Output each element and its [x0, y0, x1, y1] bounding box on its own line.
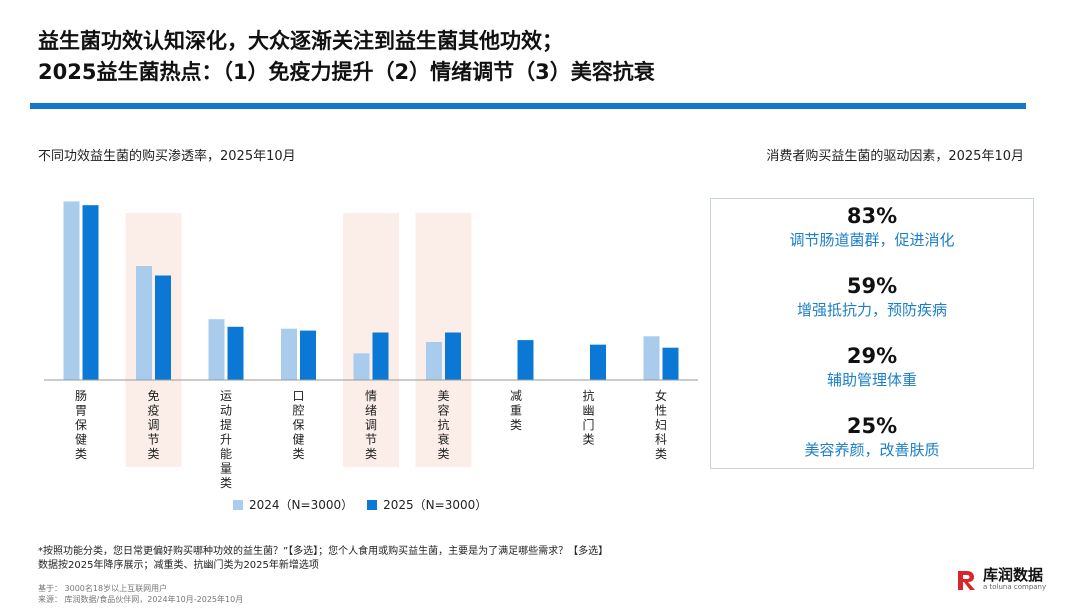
footnote-source: 来源： 库润数据/食品伙伴网，2024年10月-2025年10月 [38, 595, 244, 604]
drivers-panel: 83% 调节肠道菌群，促进消化 59% 增强抵抗力，预防疾病 29% 辅助管理体… [710, 198, 1034, 469]
company-logo: 库润数据 a toluna company [955, 567, 1046, 592]
driver-label: 辅助管理体重 [826, 371, 917, 389]
driver-percent: 25% [846, 414, 898, 438]
bar-2025 [662, 347, 679, 380]
driver-label: 美容养颜，改善肤质 [804, 441, 940, 459]
driver-label: 增强抵抗力，预防疾病 [796, 301, 947, 319]
bar-2024 [643, 336, 660, 380]
x-tick-label: 情绪调节类 [365, 389, 377, 461]
legend-item-2025: 2025（N=3000） [367, 496, 487, 513]
x-tick-label: 运动提升能量类 [220, 389, 232, 490]
highlight-band [125, 213, 182, 467]
title-line-1: 益生菌功效认知深化，大众逐渐关注到益生菌其他功效； [38, 29, 563, 53]
chart-legend: 2024（N=3000） 2025（N=3000） [233, 496, 501, 513]
bar-2025 [227, 326, 244, 380]
bar-2024 [136, 266, 152, 380]
legend-label-2024: 2024（N=3000） [249, 498, 354, 512]
bar-2025 [517, 340, 534, 380]
bar-2025 [155, 275, 171, 380]
chart-subtitle: 不同功效益生菌的购买渗透率，2025年10月 [38, 149, 296, 164]
legend-swatch-2025 [367, 499, 378, 510]
bar-2025 [445, 332, 461, 380]
footnote-sorting: 数据按2025年降序展示；减重类、抗幽门类为2025年新增选项 [38, 560, 319, 571]
driver-item: 25% 美容养颜，改善肤质 [711, 414, 1033, 460]
driver-item: 29% 辅助管理体重 [711, 344, 1033, 390]
bar-2025 [590, 344, 606, 380]
driver-item: 83% 调节肠道菌群，促进消化 [711, 204, 1033, 250]
footnote-base: 基于： 3000名18岁以上互联网用户 [38, 584, 168, 593]
highlight-band [415, 213, 472, 467]
title-line-2: 2025益生菌热点：（1）免疫力提升（2）情绪调节（3）美容抗衰 [38, 60, 655, 84]
driver-label: 调节肠道菌群，促进消化 [789, 231, 955, 249]
title-divider [30, 103, 1026, 109]
bar-2024 [208, 319, 225, 380]
legend-swatch-2024 [233, 499, 243, 510]
x-tick-label: 抗幽门类 [582, 388, 594, 447]
legend-label-2025: 2025（N=3000） [383, 498, 488, 512]
bar-2024 [426, 342, 442, 380]
driver-percent: 29% [846, 344, 898, 368]
bar-2024 [353, 353, 370, 380]
x-tick-label: 女性妇科类 [655, 388, 667, 461]
driver-item: 59% 增强抵抗力，预防疾病 [711, 274, 1033, 320]
legend-item-2024: 2024（N=3000） [233, 496, 353, 513]
x-tick-label: 口腔保健类 [292, 389, 304, 461]
page-title: 益生菌功效认知深化，大众逐渐关注到益生菌其他功效； 2025益生菌热点：（1）免… [38, 26, 655, 88]
logo-brand: 库润数据 [983, 566, 1044, 584]
penetration-bar-chart: 肠胃保健类 免疫调节类 运动提升能量类 口腔保健类 情绪调节类 美容抗衰类 减重类 抗幽门类 女… [44, 201, 698, 490]
driver-percent: 59% [846, 274, 898, 298]
x-tick-label: 美容抗衰类 [437, 389, 449, 461]
bar-2025 [300, 330, 316, 380]
highlight-band [343, 213, 399, 467]
driver-percent: 83% [846, 204, 898, 228]
x-tick-label: 肠胃保健类 [75, 389, 87, 461]
bar-2024 [63, 201, 80, 380]
logo-mark-icon [958, 570, 975, 590]
bar-2024 [281, 328, 297, 380]
bar-2025 [82, 205, 99, 380]
bar-2025 [372, 332, 389, 380]
logo-tagline: a toluna company [983, 583, 1047, 591]
x-tick-label: 免疫调节类 [147, 388, 159, 461]
drivers-subtitle: 消费者购买益生菌的驱动因素，2025年10月 [766, 149, 1024, 164]
footnote-question: *按照功能分类，您日常更偏好购买哪种功效的益生菌？”【多选】；您个人食用或购买益… [38, 546, 609, 557]
x-tick-label: 减重类 [510, 389, 522, 432]
